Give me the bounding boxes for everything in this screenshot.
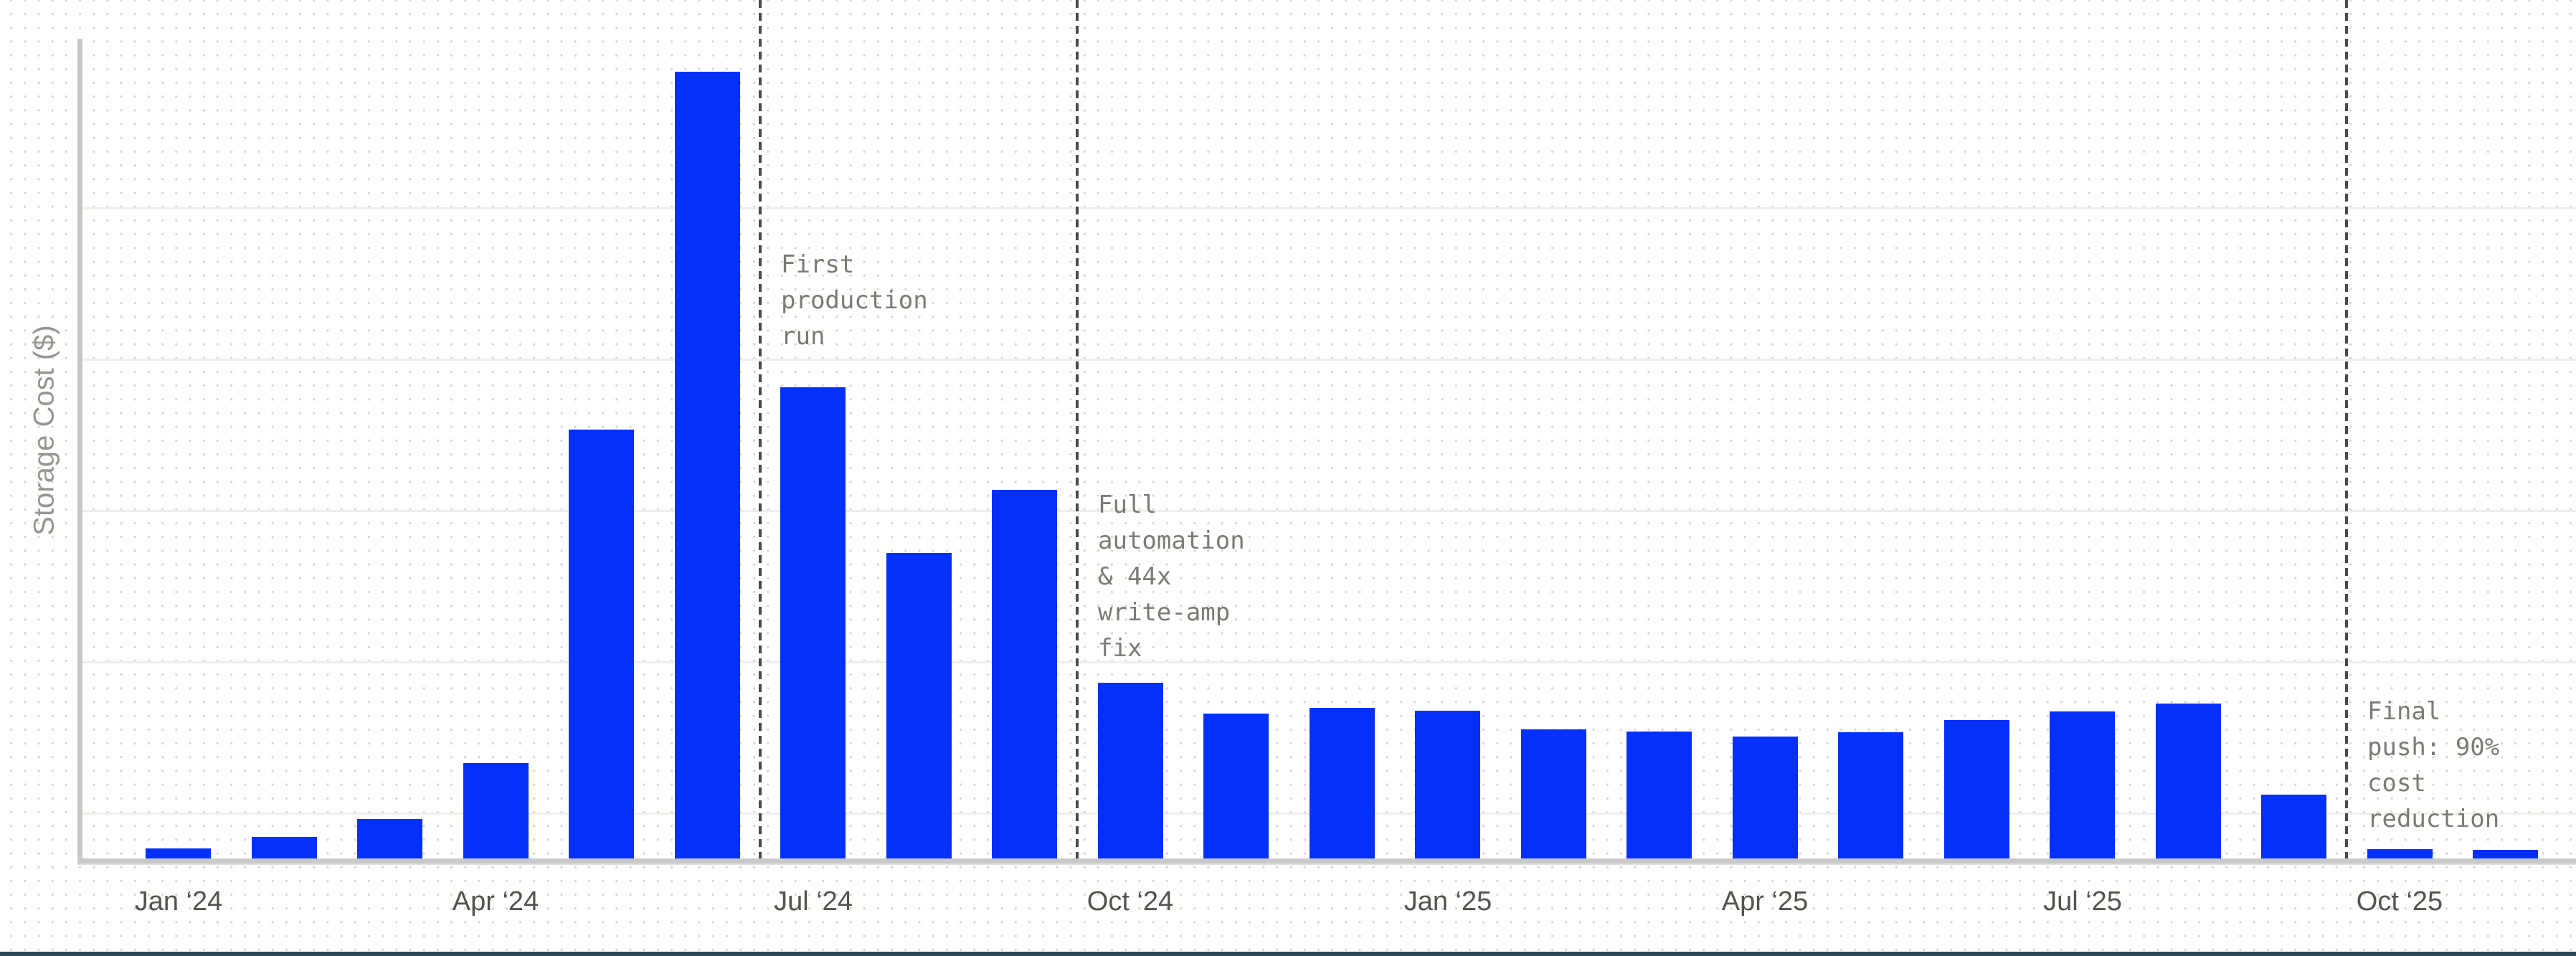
x-tick-Jan25: Jan ‘25 xyxy=(1403,886,1492,917)
bar-Jul24 xyxy=(780,387,846,858)
x-tick-Oct24: Oct ‘24 xyxy=(1086,886,1174,917)
bar-Jul25 xyxy=(2050,711,2115,858)
bar-Dec24 xyxy=(1310,708,1375,858)
bar-Apr24 xyxy=(463,763,529,858)
event-dashed-line-2 xyxy=(1076,0,1079,858)
bar-Oct24 xyxy=(1098,683,1163,858)
gridline xyxy=(77,661,2576,663)
event-dashed-line-1 xyxy=(759,0,762,858)
bar-Jan25 xyxy=(1415,711,1480,858)
bar-Jun24 xyxy=(675,72,740,858)
y-axis-label: Storage Cost ($) xyxy=(28,325,60,536)
x-tick-Jul25: Jul ‘25 xyxy=(2043,886,2122,917)
y-axis-line xyxy=(77,39,82,863)
bar-May24 xyxy=(569,430,634,858)
x-tick-Apr24: Apr ‘24 xyxy=(452,886,539,917)
bar-Aug24 xyxy=(886,553,952,858)
bar-Mar24 xyxy=(357,819,422,858)
x-axis-line xyxy=(77,858,2576,863)
bar-Jun25 xyxy=(1944,720,2009,858)
gridline xyxy=(77,510,2576,512)
bottom-edge-strip xyxy=(0,952,2576,956)
annotation-2: Full automation & 44x write-amp fix xyxy=(1098,491,1245,663)
gridline xyxy=(77,207,2576,209)
bar-Nov24 xyxy=(1203,714,1269,858)
bar-Feb25 xyxy=(1521,729,1586,858)
bar-Sep25 xyxy=(2261,795,2326,858)
x-tick-Jul24: Jul ‘24 xyxy=(774,886,853,917)
x-tick-Jan24: Jan ‘24 xyxy=(134,886,223,917)
annotation-3: Final push: 90% cost reduction xyxy=(2367,697,2500,833)
bar-Aug25 xyxy=(2156,704,2221,858)
event-dashed-line-3 xyxy=(2345,0,2348,858)
bar-Mar25 xyxy=(1626,732,1692,858)
bar-Oct25 xyxy=(2367,849,2433,858)
bar-May25 xyxy=(1838,732,1903,858)
bar-Feb24 xyxy=(252,837,317,858)
bar-Sep24 xyxy=(992,490,1057,858)
x-tick-Oct25: Oct ‘25 xyxy=(2356,886,2443,917)
x-tick-Apr25: Apr ‘25 xyxy=(1721,886,1809,917)
annotation-1: First production run xyxy=(781,250,928,351)
bar-Nov25 xyxy=(2473,850,2538,858)
gridline xyxy=(77,359,2576,361)
bar-Jan24 xyxy=(146,848,211,858)
bar-Apr25 xyxy=(1733,737,1798,858)
